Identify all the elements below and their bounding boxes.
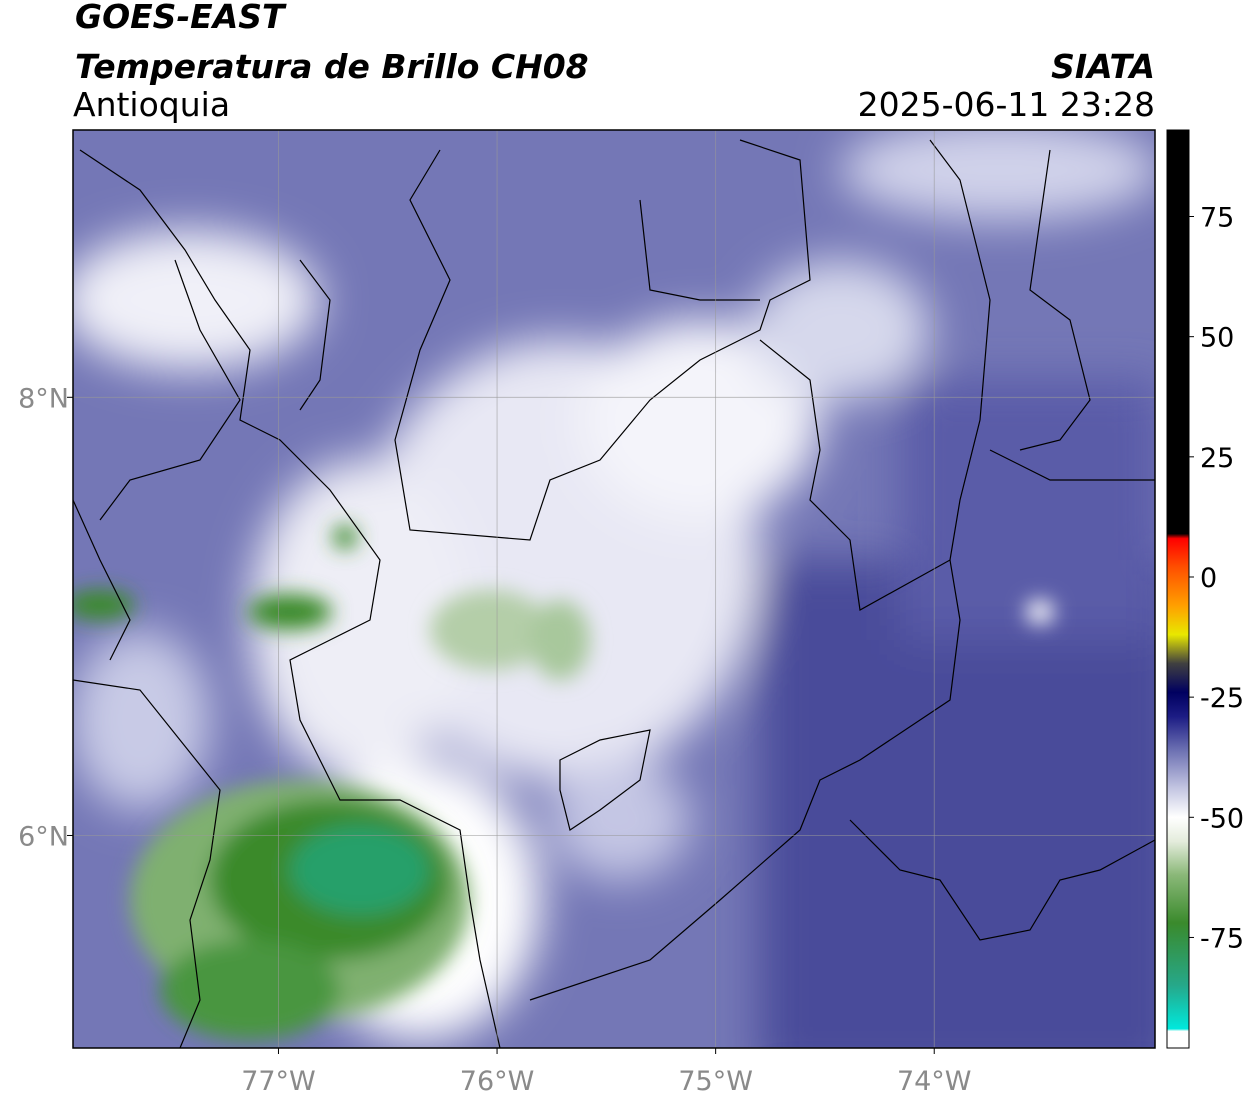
y-tick-label: 6°N — [18, 821, 69, 852]
colorbar-tick-label: -50 — [1200, 803, 1244, 834]
colorbar-tick-label: -75 — [1200, 923, 1244, 954]
colorbar-tick-label: 75 — [1200, 203, 1234, 234]
colorbar-tick-label: 0 — [1200, 563, 1217, 594]
satellite-image — [73, 130, 1155, 1048]
source: SIATA — [1051, 47, 1155, 86]
y-tick-label: 8°N — [18, 383, 69, 414]
map-frame — [72, 129, 1156, 1049]
graticule — [73, 130, 1155, 1048]
x-tick-label: 74°W — [897, 1066, 972, 1097]
x-tick-label: 77°W — [241, 1066, 316, 1097]
colorbar-tick-label: 50 — [1200, 323, 1234, 354]
x-tick-label: 76°W — [460, 1066, 535, 1097]
colorbar-tick-label: 25 — [1200, 443, 1234, 474]
datetime: 2025-06-11 23:28 — [858, 85, 1155, 124]
borders — [73, 139, 1155, 1048]
x-tick-label: 75°W — [678, 1066, 753, 1097]
satellite: GOES-EAST — [75, 0, 287, 36]
product: Temperatura de Brillo CH08 — [75, 47, 589, 86]
region: Antioquia — [73, 85, 230, 124]
colorbar-tick-label: -25 — [1200, 683, 1244, 714]
colorbar — [1166, 129, 1190, 1049]
